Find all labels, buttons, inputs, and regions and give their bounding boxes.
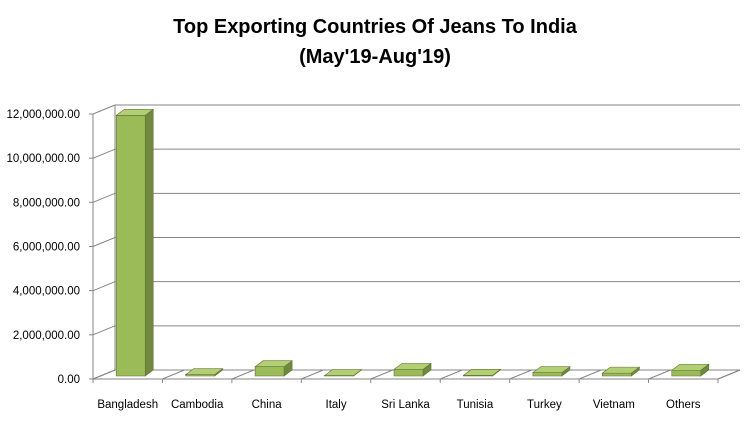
x-tick-label: Turkey: [527, 399, 562, 411]
bar-front: [532, 372, 563, 377]
bar-top: [393, 363, 432, 370]
floor-divider: [370, 369, 393, 380]
bar: [393, 362, 432, 377]
bar: [670, 363, 710, 377]
x-tick-label: Vietnam: [593, 399, 635, 411]
y-tick-label: 8,000,000.00: [13, 197, 80, 209]
chart-subtitle: (May'19-Aug'19): [299, 46, 451, 68]
bar-top: [670, 363, 710, 371]
bar-top: [254, 360, 294, 368]
y-tick-label: 12,000,000.00: [6, 109, 80, 121]
floor-divider: [92, 369, 116, 380]
floor-divider: [231, 369, 255, 380]
x-tick-label: Others: [666, 399, 701, 411]
floor-divider: [648, 369, 671, 380]
bar: [254, 360, 294, 377]
x-tick-label: Cambodia: [171, 399, 224, 411]
floor-divider: [301, 369, 324, 380]
bar: [531, 366, 571, 377]
y-tick-label: 2,000,000.00: [13, 330, 80, 342]
floor-divider: [717, 369, 741, 380]
x-tick-label: Italy: [326, 399, 347, 411]
gridline-side: [92, 237, 116, 247]
bar-top: [115, 109, 155, 116]
bar: [323, 368, 363, 377]
bar-top: [531, 366, 571, 373]
bar-top: [601, 366, 641, 374]
floor-divider: [509, 369, 532, 380]
y-tick-label: 10,000,000.00: [6, 153, 80, 165]
bar: [115, 108, 155, 377]
gridline-side: [92, 281, 116, 292]
bar-front: [254, 366, 285, 377]
gridline-side: [92, 104, 116, 115]
bar-top: [184, 368, 224, 375]
gridline-side: [92, 325, 116, 336]
floor-divider: [578, 369, 602, 380]
bar-front: [602, 372, 632, 377]
bar-front: [671, 369, 702, 377]
y-tick-label: 4,000,000.00: [13, 286, 80, 298]
bar-side: [144, 108, 154, 377]
x-tick-label: Tunisia: [457, 399, 494, 411]
floor-divider: [162, 369, 185, 380]
bar-top: [323, 369, 363, 376]
x-tick-label: Bangladesh: [97, 399, 158, 411]
floor-divider: [440, 369, 463, 380]
gridline-side: [92, 192, 116, 203]
y-tick-label: 6,000,000.00: [13, 242, 80, 254]
bar-top: [462, 369, 502, 376]
x-tick-label: China: [252, 399, 283, 411]
bar: [601, 366, 641, 377]
chart-title: Top Exporting Countries Of Jeans To Indi…: [173, 16, 577, 38]
bar: [184, 368, 224, 377]
gridline-side: [92, 148, 116, 159]
bar-front: [393, 369, 424, 377]
x-tick-label: Sri Lanka: [381, 399, 430, 411]
bar-front: [115, 115, 146, 377]
bar: [462, 368, 502, 377]
y-tick-label: 0.00: [58, 374, 80, 386]
